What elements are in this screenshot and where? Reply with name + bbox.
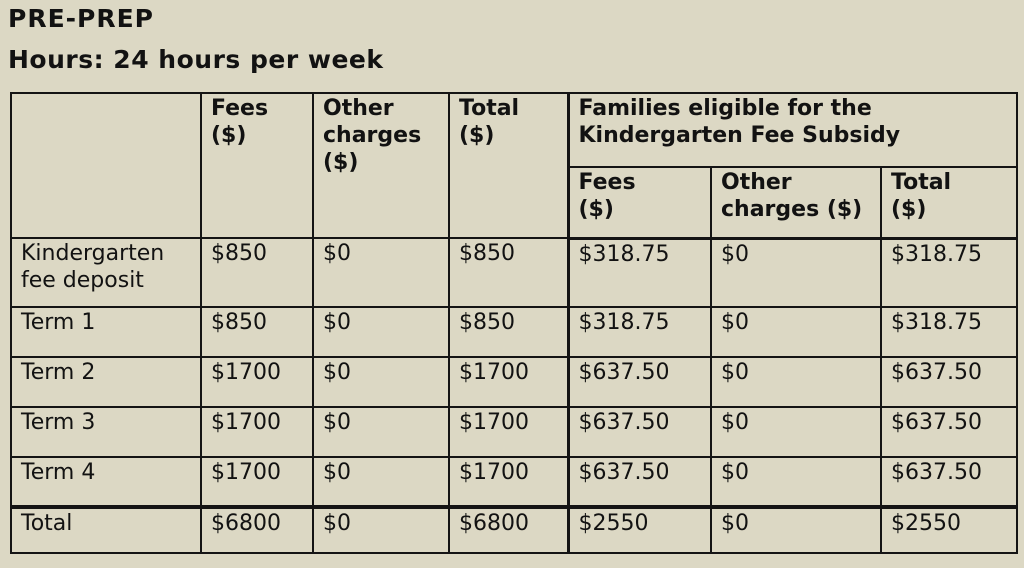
fees-cell: $850: [200, 306, 314, 358]
page-title: PRE-PREP: [8, 4, 155, 33]
header-subsidy-fees: Fees ($): [566, 166, 712, 240]
subsidy-total-cell: $637.50: [879, 456, 1019, 508]
subsidy-other-charges-cell: $0: [710, 406, 882, 458]
total-cell: $850: [448, 237, 569, 308]
other-charges-cell: $0: [312, 406, 450, 458]
header-total: Total ($): [448, 92, 569, 239]
header-subsidy-other-charges: Other charges ($): [710, 166, 882, 240]
other-charges-cell: $0: [312, 237, 450, 308]
row-label: Term 1: [10, 306, 202, 358]
table-row-kindergarten-fee-deposit: Kindergarten fee deposit $850 $0 $850 $3…: [10, 237, 1019, 308]
subsidy-other-charges-cell: $0: [710, 456, 882, 508]
other-charges-cell: $0: [312, 505, 450, 554]
header-row-sub: Fees ($) Other charges ($) Total ($): [11, 166, 1019, 240]
subsidy-other-charges-cell: $0: [710, 505, 882, 554]
subsidy-fees-cell: $637.50: [566, 406, 712, 458]
subsidy-fees-cell: $2550: [566, 505, 712, 554]
subsidy-other-charges-cell: $0: [710, 356, 882, 408]
subsidy-other-charges-cell: $0: [710, 306, 882, 358]
row-label: Term 2: [10, 356, 202, 408]
hours-subtitle: Hours: 24 hours per week: [8, 45, 384, 74]
subsidy-fees-cell: $637.50: [566, 456, 712, 508]
total-cell: $1700: [448, 456, 569, 508]
fees-cell: $1700: [200, 456, 314, 508]
subsidy-fees-cell: $318.75: [566, 237, 712, 308]
header-other-charges: Other charges ($): [312, 92, 450, 239]
subsidy-total-cell: $637.50: [879, 356, 1019, 408]
table-row-total: Total $6800 $0 $6800 $2550 $0 $2550: [10, 505, 1019, 554]
subsidy-total-cell: $2550: [879, 505, 1019, 554]
other-charges-cell: $0: [312, 356, 450, 408]
table-row-term-1: Term 1 $850 $0 $850 $318.75 $0 $318.75: [10, 306, 1019, 358]
subsidy-total-cell: $318.75: [879, 237, 1019, 308]
header-row-top: Fees ($) Other charges ($) Total ($) Fam…: [10, 92, 1019, 239]
row-label: Term 3: [10, 406, 202, 458]
header-subsidy-total: Total ($): [879, 166, 1019, 240]
corner-cell: [10, 92, 202, 239]
other-charges-cell: $0: [312, 306, 450, 358]
header-fees: Fees ($): [200, 92, 314, 239]
row-label: Term 4: [10, 456, 202, 508]
subsidy-other-charges-cell: $0: [710, 237, 882, 308]
fees-cell: $1700: [200, 406, 314, 458]
other-charges-cell: $0: [312, 456, 450, 508]
fees-table: Fees ($) Other charges ($) Total ($) Fam…: [10, 92, 1019, 554]
fees-cell: $1700: [200, 356, 314, 408]
total-cell: $1700: [448, 356, 569, 408]
subsidy-total-cell: $637.50: [879, 406, 1019, 458]
fees-cell: $6800: [200, 505, 314, 554]
total-cell: $1700: [448, 406, 569, 458]
total-cell: $6800: [448, 505, 569, 554]
table-row-term-4: Term 4 $1700 $0 $1700 $637.50 $0 $637.50: [10, 456, 1019, 508]
table-row-term-2: Term 2 $1700 $0 $1700 $637.50 $0 $637.50: [10, 356, 1019, 408]
row-label: Kindergarten fee deposit: [10, 237, 202, 308]
row-label: Total: [10, 505, 202, 554]
table-row-term-3: Term 3 $1700 $0 $1700 $637.50 $0 $637.50: [10, 406, 1019, 458]
subsidy-total-cell: $318.75: [879, 306, 1019, 358]
subsidy-fees-cell: $637.50: [566, 356, 712, 408]
total-cell: $850: [448, 306, 569, 358]
subsidy-fees-cell: $318.75: [566, 306, 712, 358]
fees-cell: $850: [200, 237, 314, 308]
header-subsidy-group: Families eligible for the Kindergarten F…: [566, 92, 1019, 168]
